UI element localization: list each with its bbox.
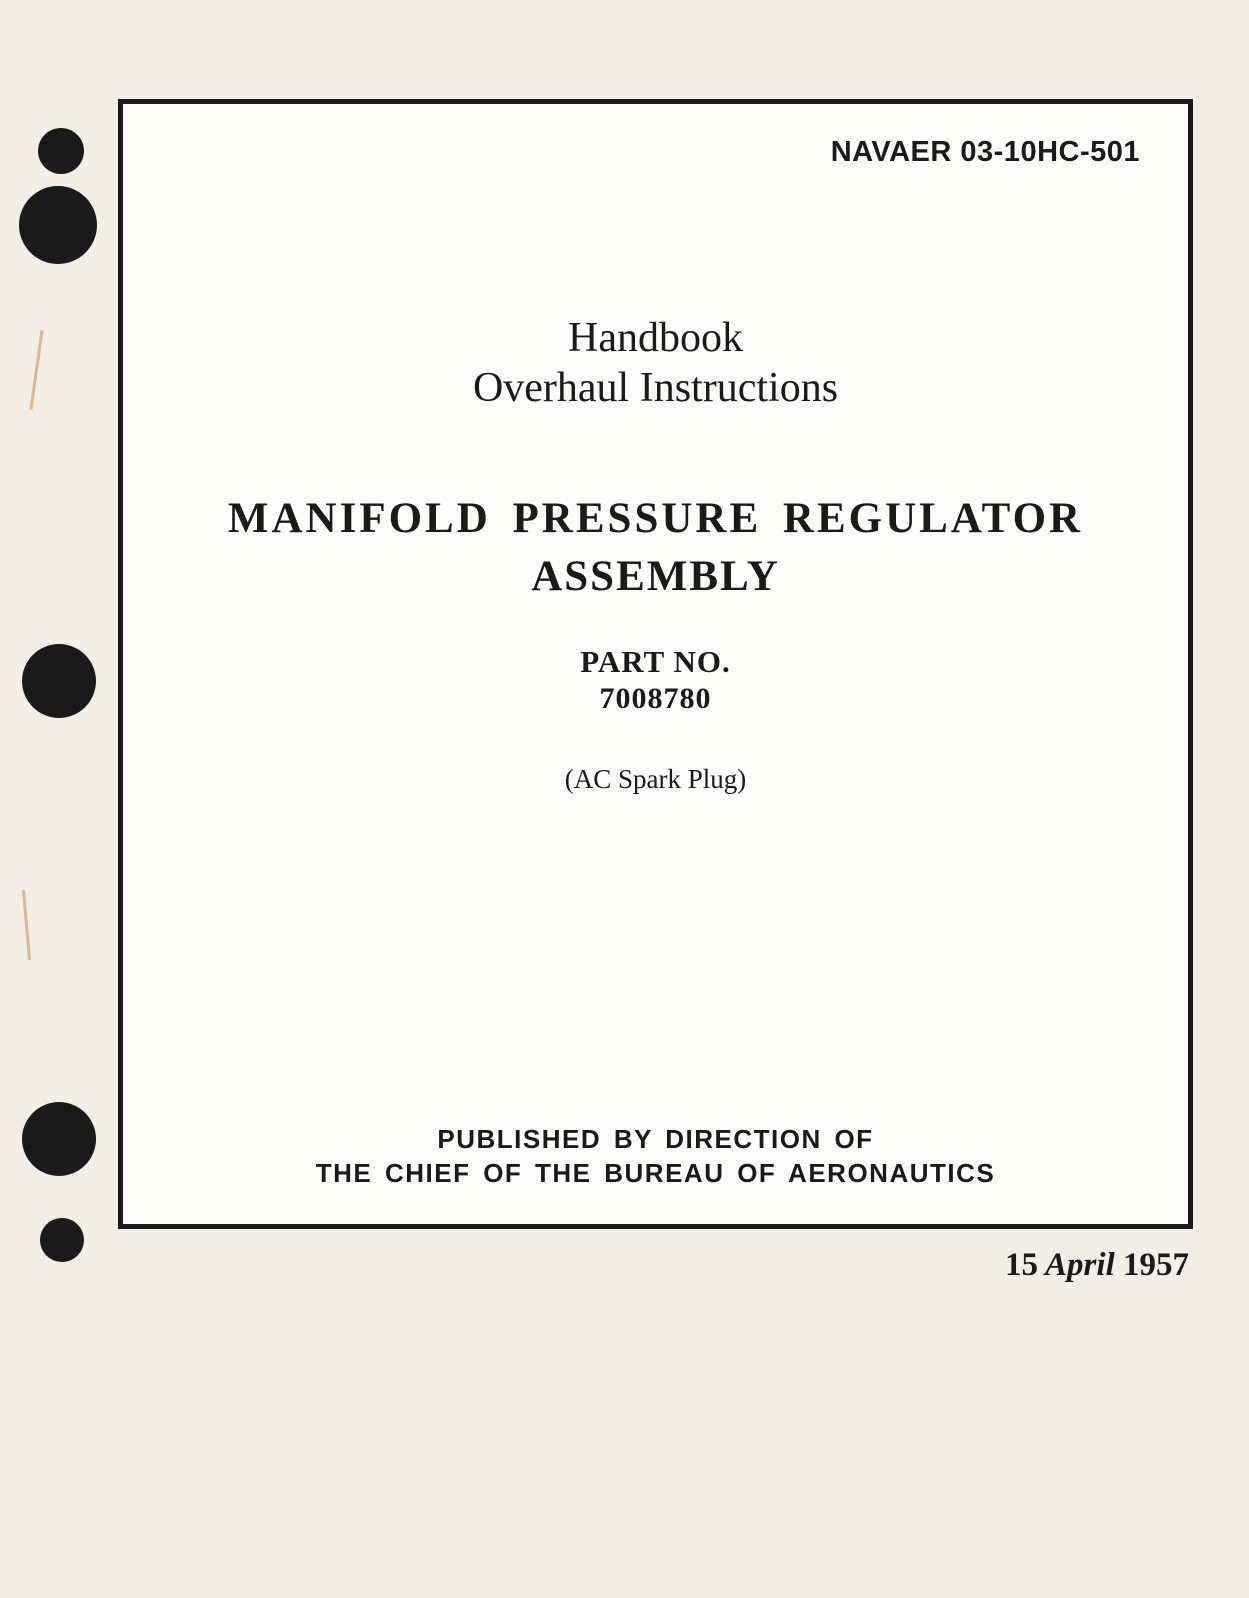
part-number-label: PART NO. bbox=[123, 644, 1188, 680]
handbook-label: Handbook bbox=[123, 314, 1188, 362]
overhaul-label: Overhaul Instructions bbox=[123, 364, 1188, 412]
publication-date: 15 April 1957 bbox=[1005, 1247, 1189, 1284]
document-title-line1: MANIFOLD PRESSURE REGULATOR bbox=[123, 494, 1188, 543]
punch-hole-icon bbox=[19, 186, 97, 264]
publisher-line2: THE CHIEF OF THE BUREAU OF AERONAUTICS bbox=[123, 1158, 1188, 1189]
date-day: 15 bbox=[1005, 1247, 1038, 1283]
manufacturer-label: (AC Spark Plug) bbox=[123, 764, 1188, 795]
part-number-value: 7008780 bbox=[123, 682, 1188, 716]
document-title-line2: ASSEMBLY bbox=[123, 552, 1188, 601]
document-page: NAVAER 03-10HC-501 Handbook Overhaul Ins… bbox=[0, 0, 1249, 1598]
cover-frame: NAVAER 03-10HC-501 Handbook Overhaul Ins… bbox=[118, 99, 1193, 1229]
paper-stain-mark bbox=[22, 890, 31, 960]
date-year: 1957 bbox=[1123, 1247, 1189, 1283]
paper-stain-mark bbox=[29, 330, 43, 410]
date-month: April bbox=[1045, 1247, 1115, 1283]
punch-hole-icon bbox=[38, 128, 84, 174]
punch-hole-icon bbox=[22, 1102, 96, 1176]
document-id: NAVAER 03-10HC-501 bbox=[831, 136, 1140, 169]
publisher-line1: PUBLISHED BY DIRECTION OF bbox=[123, 1124, 1188, 1155]
punch-hole-icon bbox=[40, 1218, 84, 1262]
punch-hole-icon bbox=[22, 644, 96, 718]
